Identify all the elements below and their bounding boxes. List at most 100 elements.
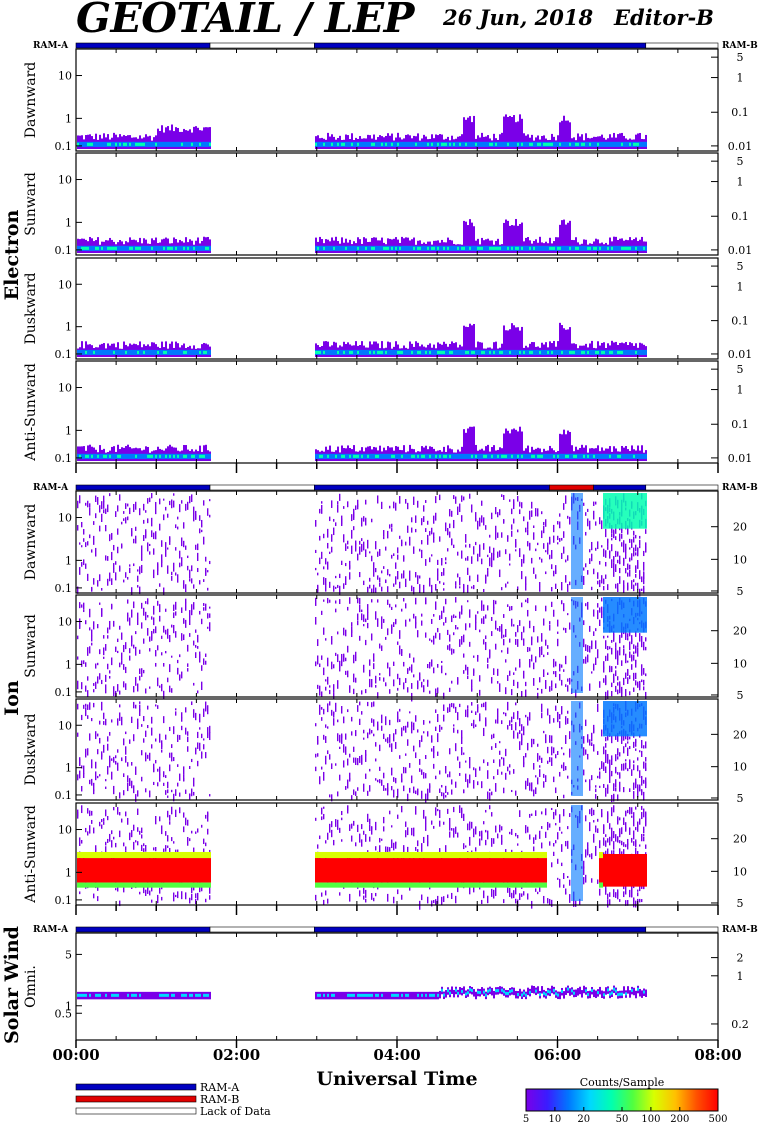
- y-tick-label-right: 0.1: [731, 106, 749, 119]
- group-label: Solar Wind: [1, 926, 23, 1044]
- y-tick-label-right: 10: [733, 865, 747, 878]
- x-tick-label: 04:00: [373, 1046, 420, 1064]
- legend-label: RAM-A: [200, 1081, 240, 1094]
- y-tick-label-left: 0.1: [55, 894, 73, 907]
- panel-sunward: 10 1 0.1 5 1 0.1 0.01 Sunward: [23, 152, 752, 257]
- y-tick-label-right: 10: [733, 657, 747, 670]
- y-tick-label-right: 0.1: [731, 418, 749, 431]
- panel-label: Sunward: [23, 614, 39, 678]
- colorbar-title: Counts/Sample: [580, 1076, 665, 1089]
- spectrogram-fill: [77, 218, 647, 253]
- y-tick-label-left: 0.1: [55, 452, 73, 465]
- y-tick-label-right: 0.2: [731, 1018, 749, 1031]
- spectrogram-fill: [77, 426, 647, 461]
- ram-bar-segment: [645, 42, 719, 49]
- ram-bar-label-left: RAM-A: [33, 925, 69, 935]
- spectrogram-fill: [77, 114, 647, 149]
- ram-bar-label-left: RAM-A: [33, 483, 69, 493]
- ram-bar-segment: [549, 484, 594, 491]
- group-label: Electron: [1, 210, 23, 301]
- y-tick-label-left: 1: [65, 1000, 72, 1013]
- ram-bar-segment: [209, 484, 315, 491]
- y-tick-label-right: 5: [737, 897, 744, 910]
- ram-bar-segment: [209, 926, 315, 933]
- spectrogram-fill: [77, 597, 647, 702]
- ram-bar-segment: [645, 926, 719, 933]
- x-tick-label: 02:00: [213, 1046, 260, 1064]
- legend-label: RAM-B: [200, 1093, 239, 1106]
- y-tick-label-left: 10: [58, 278, 72, 291]
- spectrogram-fill: [77, 805, 647, 910]
- y-tick-label-left: 1: [65, 658, 72, 671]
- spectrogram-fill: [77, 701, 647, 803]
- ram-bar-segment: [75, 926, 211, 933]
- y-tick-label-left: 1: [65, 112, 72, 125]
- ram-bar-label-right: RAM-B: [722, 925, 758, 935]
- y-tick-label-right: 20: [733, 521, 747, 534]
- panel-duskward: 10 1 0.1 20 10 5 Duskward: [23, 698, 747, 805]
- colorbar-tick-label: 100: [641, 1114, 660, 1125]
- colorbar-tick-label: 50: [616, 1114, 629, 1125]
- colorbar: Counts/Sample 5 10 20 50 100 200 500: [523, 1076, 728, 1125]
- editor-label: Editor-B: [614, 5, 714, 30]
- colorbar-tick-label: 5: [523, 1114, 529, 1125]
- legend-label: Lack of Data: [200, 1105, 271, 1118]
- y-tick-label-right: 0.01: [728, 348, 753, 361]
- date-label: 26 Jun, 2018: [443, 5, 594, 30]
- x-axis-title: Universal Time: [316, 1068, 477, 1090]
- y-tick-label-right: 0.1: [731, 210, 749, 223]
- spectrogram-fill: [77, 493, 647, 597]
- legend-swatch: [75, 1107, 197, 1115]
- y-tick-label-left: 1: [65, 866, 72, 879]
- panel-sunward: 10 1 0.1 20 10 5 Sunward: [23, 594, 747, 702]
- panel-dawnward: 10 1 0.1 5 1 0.1 0.01 Dawnward: [23, 48, 752, 153]
- y-tick-label-left: 1: [65, 762, 72, 775]
- ram-bar-label-right: RAM-B: [722, 483, 758, 493]
- ram-bar-segment: [314, 42, 647, 49]
- spectrogram-fill: [77, 322, 647, 357]
- y-tick-label-right: 0.1: [731, 315, 749, 328]
- group-ion: RAM-A RAM-B Ion 10 1 0.1 20 10 5 Dawnward 10 1 0.1 20…: [1, 483, 758, 915]
- ram-bar-label-right: RAM-B: [722, 41, 758, 51]
- panel-duskward: 10 1 0.1 5 1 0.1 0.01 Duskward: [23, 257, 753, 361]
- legend-swatch: [75, 1095, 197, 1103]
- ram-bar-segment: [645, 484, 719, 491]
- ram-bar-segment: [593, 484, 647, 491]
- y-tick-label-right: 5: [737, 689, 744, 702]
- y-tick-label-right: 10: [733, 553, 747, 566]
- panel-label: Duskward: [23, 714, 39, 786]
- y-tick-label-right: 1: [737, 280, 744, 293]
- ram-bar-label-left: RAM-A: [33, 41, 69, 51]
- y-tick-label-right: 5: [737, 155, 744, 168]
- y-tick-label-left: 10: [58, 70, 72, 83]
- page-title: GEOTAIL / LEP: [76, 0, 415, 42]
- y-tick-label-right: 2: [737, 952, 744, 965]
- y-tick-label-right: 20: [733, 728, 747, 741]
- panel-label: Anti-Sunward: [23, 363, 39, 462]
- panel-label: Dawnward: [23, 504, 39, 581]
- y-tick-label-left: 5: [65, 948, 72, 961]
- panel-label: Sunward: [23, 172, 39, 236]
- y-tick-label-left: 0.5: [55, 1007, 73, 1020]
- panel-label: Dawnward: [23, 62, 39, 139]
- panel-label: Anti-Sunward: [23, 805, 39, 904]
- y-tick-label-right: 5: [737, 792, 744, 805]
- panel-dawnward: 10 1 0.1 20 10 5 Dawnward: [23, 490, 747, 598]
- colorbar-tick-label: 500: [708, 1114, 727, 1125]
- y-tick-label-left: 10: [58, 512, 72, 525]
- panel-anti-sunward: 10 1 0.1 20 10 5 Anti-Sunward: [23, 802, 747, 910]
- colorbar-tick-label: 200: [670, 1114, 689, 1125]
- y-tick-label-right: 5: [737, 585, 744, 598]
- y-tick-label-left: 0.1: [55, 789, 73, 802]
- y-tick-label-right: 1: [737, 72, 744, 85]
- group-electron: RAM-A RAM-B Electron 10 1 0.1 5 1 0.1 0.01 Dawnwar…: [1, 41, 758, 473]
- x-axis: 00:00 02:00 04:00 06:00 08:00 Universal Time: [52, 1040, 742, 1090]
- ram-bar-segment: [209, 42, 315, 49]
- y-tick-label-right: 5: [737, 363, 744, 376]
- panel-frame: [75, 932, 719, 1041]
- y-tick-label-left: 0.1: [55, 686, 73, 699]
- ram-bar-segment: [314, 484, 550, 491]
